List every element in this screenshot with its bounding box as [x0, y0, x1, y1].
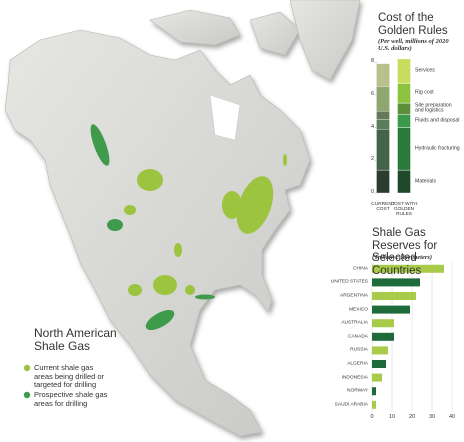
bar-segment: [397, 114, 411, 128]
legend-label: Prospective shale gas areas for drilling: [34, 390, 108, 408]
y-tick-label: Saudi Arabia: [334, 402, 368, 408]
shale-area: [145, 309, 175, 331]
shale-area: [185, 285, 195, 295]
y-tick-label: Norway: [347, 388, 368, 394]
legend-label: Hydraulic fracturing: [415, 145, 460, 152]
shale-area: [124, 205, 136, 215]
chart-subtitle: (Trillion cubic meters): [372, 254, 433, 261]
bar: [372, 400, 376, 409]
bar: [372, 278, 420, 287]
bar: [372, 292, 416, 300]
bar-segment: [376, 86, 390, 112]
bar: [372, 305, 410, 314]
bar-segment: [397, 127, 411, 171]
y-tick-label: Algeria: [347, 361, 368, 367]
y-tick-label: Australia: [341, 320, 368, 326]
bar-segment: [376, 169, 390, 194]
shale-area: [174, 243, 182, 257]
landmass: [4, 0, 361, 437]
bar-segment: [376, 63, 390, 87]
x-tick-label: COST WITH GOLDEN RULES: [390, 202, 418, 218]
chart-title: Shale Gas Reserves for Selected Countrie…: [372, 227, 438, 277]
y-tick-label: 0: [370, 189, 374, 196]
legend-label: Fluids and disposal: [415, 117, 460, 124]
bar-segment: [397, 169, 411, 194]
x-tick-label: 10: [388, 413, 396, 420]
bar: [372, 346, 388, 355]
bar: [372, 319, 394, 328]
shale-area: [283, 154, 287, 166]
map-title: North American Shale Gas: [34, 326, 117, 353]
y-tick-label: Mexico: [349, 307, 368, 313]
x-tick-label: 20: [408, 413, 416, 420]
bar-segment: [397, 58, 411, 84]
bar-segment: [397, 83, 411, 104]
legend-label: Rig cost: [415, 89, 434, 96]
legend-swatch: [23, 364, 31, 372]
shale-area: [195, 294, 215, 300]
y-tick-label: 2: [370, 156, 374, 163]
shale-area: [90, 124, 110, 166]
y-tick-label: Indonesia: [341, 375, 368, 381]
bar-segment: [376, 111, 390, 120]
y-tick-label: Russia: [350, 347, 368, 353]
y-tick-label: Argentina: [340, 293, 368, 299]
chart-title: Cost of the Golden Rules: [378, 12, 448, 37]
shale-areas: [90, 124, 287, 331]
y-tick-label: 8: [370, 58, 374, 65]
x-tick-label: CURRENT COST: [371, 202, 395, 213]
bar: [372, 264, 444, 273]
shale-area: [153, 275, 177, 295]
y-tick-label: China: [353, 266, 368, 272]
shale-area: [236, 176, 274, 234]
legend-label: Materials: [415, 177, 437, 184]
y-tick-label: 6: [370, 90, 374, 97]
legend-label: Site preparation and logistics: [415, 102, 452, 114]
shale-area: [222, 191, 242, 219]
bar: [372, 373, 382, 382]
legend-swatch: [23, 391, 31, 399]
legend-label: Current shale gas areas being drilled or…: [34, 363, 105, 390]
x-tick-label: 0: [370, 413, 374, 420]
shale-area: [128, 284, 142, 296]
bar: [372, 360, 386, 368]
chart-subtitle: (Per well, millions of 2020 U.S. dollars…: [378, 38, 449, 53]
bar: [372, 332, 394, 341]
shale-area: [107, 219, 123, 231]
x-tick-label: 40: [448, 413, 456, 420]
x-tick-label: 30: [428, 413, 436, 420]
bar: [372, 387, 376, 396]
bar-segment: [376, 129, 390, 171]
shale-area: [137, 169, 163, 191]
y-tick-label: 4: [370, 123, 374, 130]
bar-segment: [397, 102, 411, 115]
bar-segment: [376, 119, 390, 130]
y-tick-label: United States: [330, 279, 368, 285]
legend-label: Services: [415, 67, 435, 74]
y-tick-label: Canada: [348, 334, 368, 340]
